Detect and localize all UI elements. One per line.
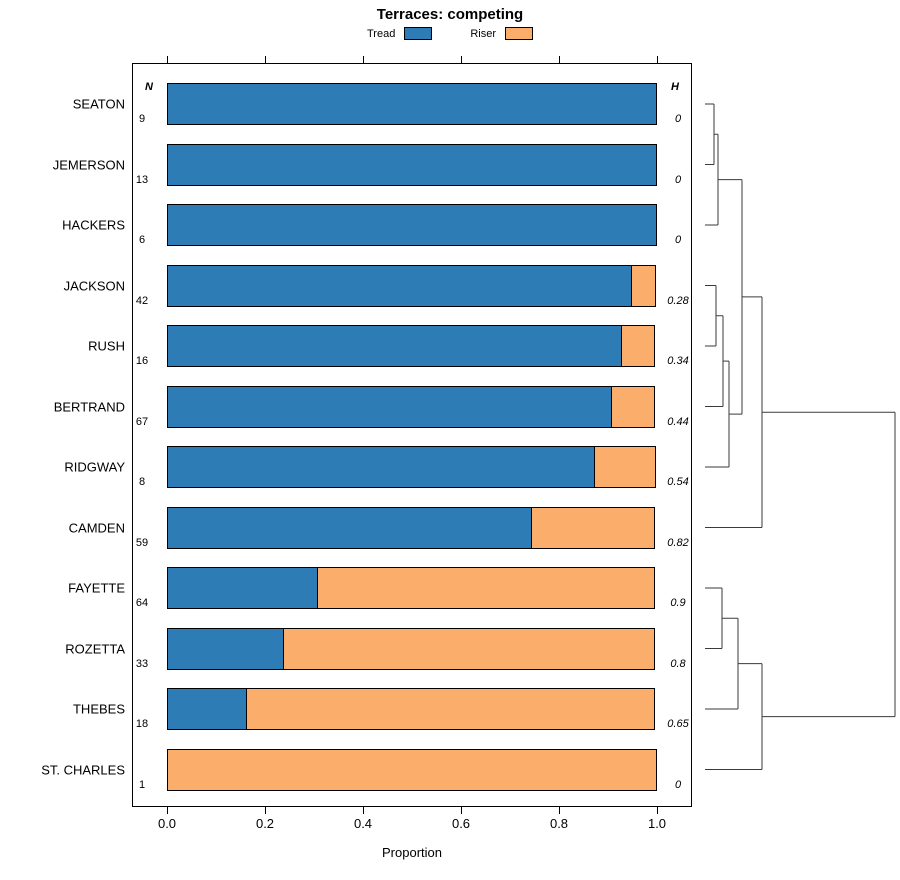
n-value: 18 (135, 718, 149, 730)
h-value: 0.82 (667, 536, 689, 549)
x-tick-bottom (559, 807, 560, 814)
x-tick-top (461, 56, 462, 63)
h-value: 0 (674, 173, 682, 186)
bar-row (167, 748, 657, 791)
bar-segment-riser (530, 506, 656, 549)
h-column-header: H (671, 81, 679, 93)
n-value: 64 (135, 597, 149, 609)
bar-segment-tread (167, 143, 657, 186)
h-value: 0.34 (667, 355, 689, 367)
h-value: 0 (674, 113, 682, 125)
bar-row (167, 325, 657, 367)
bar-row (167, 204, 657, 246)
bar-segment-riser (621, 325, 656, 367)
bar-row (167, 264, 657, 307)
row-label: RIDGWAY (64, 459, 125, 475)
plot-box (132, 63, 692, 807)
bar-segment-tread (167, 325, 623, 367)
bar-row (167, 506, 657, 549)
h-value: 0.65 (667, 718, 689, 730)
legend-item-tread: Tread (367, 27, 433, 40)
bar-row (167, 627, 657, 670)
x-axis-title: Proportion (382, 845, 442, 860)
x-tick-bottom (461, 807, 462, 814)
bar-row (167, 385, 657, 428)
h-value: 0.28 (667, 294, 689, 307)
n-value: 16 (135, 355, 149, 367)
x-tick-top (657, 56, 658, 63)
bar-segment-riser (317, 567, 656, 609)
bar-segment-riser (283, 627, 656, 670)
x-tick-bottom (363, 807, 364, 814)
row-label: THEBES (72, 701, 125, 717)
legend-label-tread: Tread (367, 27, 396, 40)
n-value: 1 (138, 778, 146, 791)
legend-item-riser: Riser (470, 27, 533, 40)
bar-segment-tread (167, 446, 596, 488)
n-value: 13 (135, 173, 149, 186)
n-value: 8 (138, 476, 146, 488)
row-label: CAMDEN (68, 520, 125, 535)
h-value: 0.9 (670, 597, 686, 609)
x-tick-bottom (265, 807, 266, 814)
row-label: BERTRAND (53, 399, 125, 414)
x-tick-top (559, 56, 560, 63)
x-tick-top (167, 56, 168, 63)
x-tick-label: 0.2 (255, 816, 275, 831)
bar-segment-tread (167, 688, 248, 730)
bar-segment-riser (631, 264, 656, 307)
row-label: FAYETTE (68, 580, 125, 596)
x-tick-label: 0.8 (549, 816, 569, 831)
row-label: ROZETTA (65, 641, 125, 656)
n-value: 6 (138, 234, 146, 246)
h-value: 0.8 (670, 657, 686, 670)
bar-segment-tread (167, 385, 613, 428)
x-tick-label: 0.4 (353, 816, 373, 831)
bar-segment-tread (167, 567, 319, 609)
bar-segment-tread (167, 83, 657, 125)
row-label: ST. CHARLES (41, 762, 125, 777)
legend: Tread Riser (30, 27, 870, 40)
row-label: HACKERS (62, 217, 125, 233)
x-tick-label: 0.6 (451, 816, 471, 831)
n-value: 67 (135, 415, 149, 428)
row-label: JACKSON (63, 278, 125, 293)
h-value: 0.44 (667, 415, 689, 428)
bar-segment-tread (167, 627, 285, 670)
x-tick-bottom (167, 807, 168, 814)
n-column-header: N (145, 81, 153, 93)
bar-segment-riser (594, 446, 656, 488)
bar-segment-riser (246, 688, 656, 730)
n-value: 33 (135, 657, 149, 670)
n-value: 59 (135, 536, 149, 549)
bar-row (167, 143, 657, 186)
bar-row (167, 446, 657, 488)
h-value: 0.54 (667, 476, 689, 488)
n-value: 42 (135, 294, 149, 307)
legend-label-riser: Riser (470, 27, 496, 40)
row-label: RUSH (88, 338, 125, 354)
n-value: 9 (138, 113, 146, 125)
chart-title: Terraces: competing (376, 6, 524, 23)
h-value: 0 (674, 778, 682, 791)
row-label: SEATON (72, 96, 125, 112)
bar-row (167, 567, 657, 609)
bar-segment-tread (167, 204, 657, 246)
row-label: JEMERSON (52, 157, 125, 172)
x-tick-label: 0.0 (157, 816, 177, 831)
x-tick-bottom (657, 807, 658, 814)
x-tick-label: 1.0 (647, 816, 667, 831)
bar-segment-tread (167, 506, 533, 549)
bar-segment-riser (167, 748, 657, 791)
bar-segment-tread (167, 264, 633, 307)
legend-swatch-riser (505, 27, 533, 40)
bar-row (167, 83, 657, 125)
h-value: 0 (674, 234, 682, 246)
bar-segment-riser (611, 385, 656, 428)
x-tick-top (265, 56, 266, 63)
bar-row (167, 688, 657, 730)
legend-swatch-tread (404, 27, 433, 40)
x-tick-top (363, 56, 364, 63)
